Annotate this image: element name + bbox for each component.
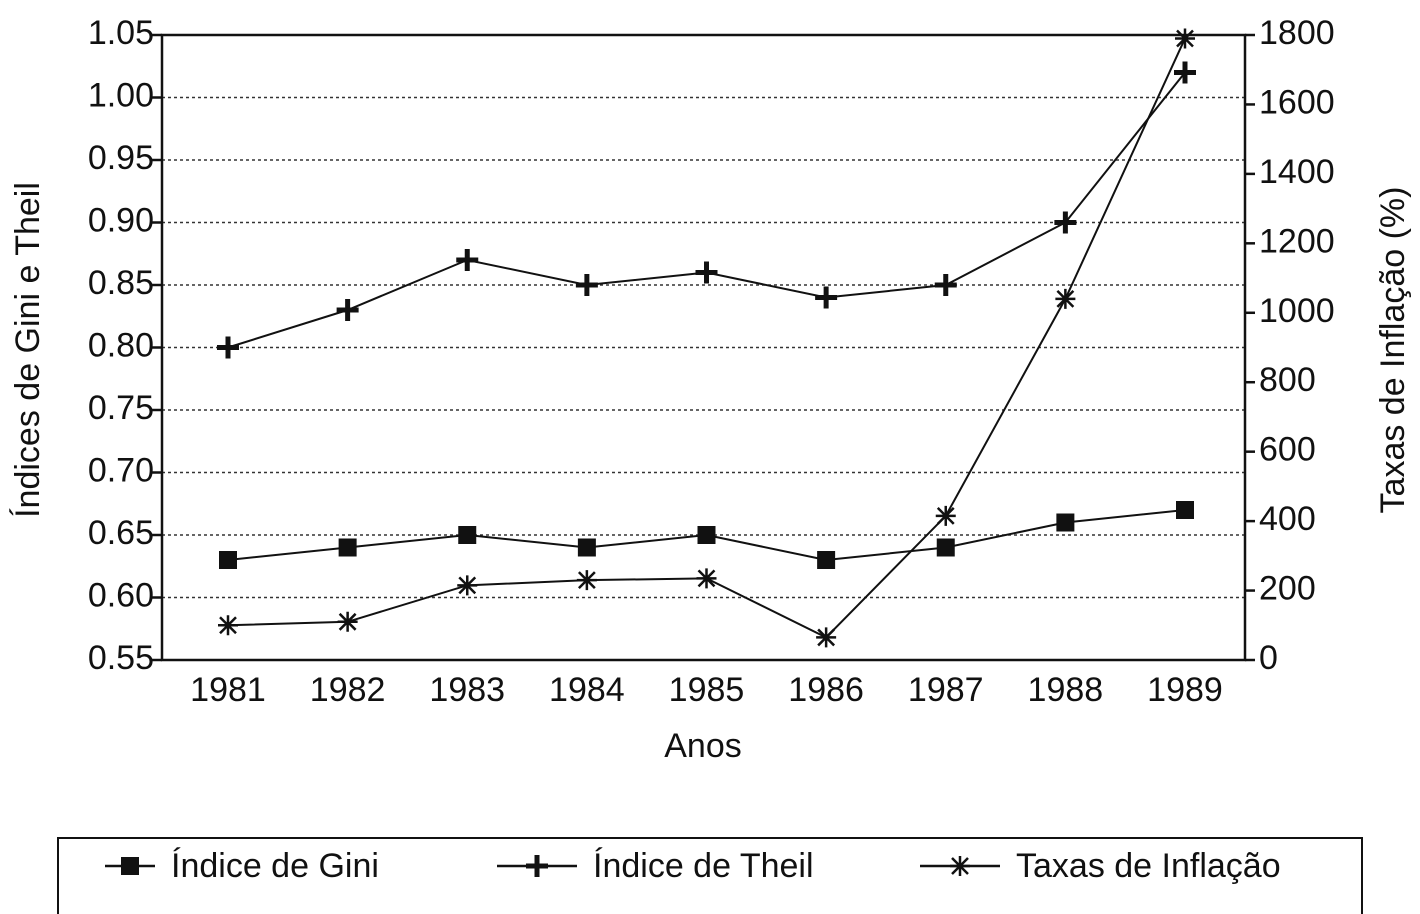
y2-axis-label: Taxas de Inflação (%) <box>1374 187 1412 514</box>
y-tick-label: 0.95 <box>88 139 154 177</box>
data-point <box>817 551 836 569</box>
y2-tick-label: 0 <box>1259 639 1278 677</box>
y2-tick-label: 1000 <box>1259 292 1335 330</box>
data-point <box>1175 28 1195 49</box>
x-tick-label: 1989 <box>1147 671 1223 709</box>
legend-box <box>57 837 1363 914</box>
y-tick-label: 1.00 <box>88 76 154 114</box>
data-point <box>575 274 598 296</box>
y2-tick-label: 600 <box>1259 431 1316 469</box>
data-point <box>936 538 955 557</box>
legend-label: Taxas de Inflação <box>1016 847 1281 885</box>
legend-marker <box>526 855 548 877</box>
data-point <box>338 538 357 557</box>
y2-tick-label: 400 <box>1259 500 1316 538</box>
y2-tick-label: 1400 <box>1259 153 1335 191</box>
y-tick-label: 0.80 <box>88 326 154 364</box>
y-tick-label: 0.65 <box>88 514 154 552</box>
y2-tick-label: 200 <box>1259 570 1316 608</box>
y2-tick-label: 1200 <box>1259 222 1335 260</box>
data-point <box>1176 501 1194 519</box>
y2-tick-label: 1600 <box>1259 83 1335 121</box>
legend-label: Índice de Theil <box>593 847 814 885</box>
data-point <box>815 286 838 309</box>
data-point <box>695 261 718 284</box>
x-tick-label: 1984 <box>549 671 625 709</box>
x-tick-label: 1986 <box>788 671 864 709</box>
data-point <box>336 299 359 321</box>
y-tick-label: 0.55 <box>88 639 154 677</box>
data-point <box>1174 61 1196 84</box>
data-point <box>577 538 596 557</box>
x-tick-label: 1981 <box>190 671 266 709</box>
data-point <box>1056 513 1075 532</box>
y-tick-label: 0.75 <box>88 389 154 427</box>
legend-marker <box>950 856 970 876</box>
data-point <box>816 627 837 648</box>
y2-tick-label: 800 <box>1259 361 1316 399</box>
plot-frame <box>160 33 1247 662</box>
x-tick-label: 1982 <box>310 671 386 709</box>
legend-marker <box>121 857 139 875</box>
y-tick-label: 0.60 <box>88 576 154 614</box>
data-point <box>576 570 597 591</box>
data-point <box>1054 211 1077 234</box>
data-point <box>697 526 716 544</box>
data-point <box>1055 288 1076 309</box>
x-tick-label: 1988 <box>1028 671 1104 709</box>
data-point <box>696 568 717 589</box>
x-tick-label: 1987 <box>908 671 984 709</box>
y-tick-label: 0.85 <box>88 264 154 302</box>
data-point <box>457 575 478 596</box>
x-tick-label: 1985 <box>669 671 745 709</box>
y-tick-label: 0.90 <box>88 201 154 239</box>
data-point <box>218 615 238 636</box>
y-axis-label: Índices de Gini e Theil <box>9 182 47 518</box>
x-axis-label: Anos <box>664 727 742 765</box>
data-point <box>219 551 237 569</box>
series-line <box>227 71 1186 349</box>
y-tick-label: 0.70 <box>88 451 154 489</box>
legend-label: Índice de Gini <box>171 847 379 885</box>
series-line <box>227 38 1186 639</box>
data-point <box>337 611 358 632</box>
x-tick-label: 1983 <box>429 671 505 709</box>
y-tick-label: 1.05 <box>88 14 154 52</box>
y2-tick-label: 1800 <box>1259 14 1335 52</box>
data-point <box>935 505 956 526</box>
data-point <box>456 249 479 271</box>
data-point <box>217 336 239 359</box>
data-point <box>458 526 477 544</box>
data-point <box>934 274 957 296</box>
